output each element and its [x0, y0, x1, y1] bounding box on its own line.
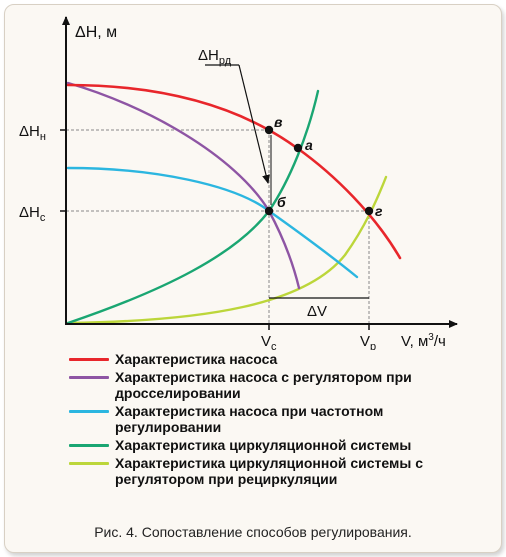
legend-label: Характеристика насоса при частотном регу…	[115, 403, 384, 435]
throttle-curve	[66, 81, 301, 290]
diagram-plot: ΔH, м V, м3/ч ΔHн ΔHс Vс Vр ΔHрд ΔV в а …	[19, 16, 458, 350]
tick-marks	[60, 129, 370, 330]
point-g-dot	[364, 206, 374, 216]
legend-label: Характеристика циркуляционной системы	[115, 437, 412, 453]
legend-item-recirc: Характеристика циркуляционной системы с …	[69, 455, 489, 487]
legend-item-frequency: Характеристика насоса при частотном регу…	[69, 403, 489, 435]
tick-label-dhc: ΔHс	[19, 204, 46, 224]
point-g-label: г	[375, 203, 383, 219]
legend-swatch	[69, 358, 109, 361]
tick-label-vp: Vр	[360, 333, 376, 350]
point-v-dot	[264, 125, 274, 135]
dhrd-arrow	[238, 64, 270, 184]
figure-caption: Рис. 4. Сопоставление способов регулиров…	[94, 524, 412, 540]
dv-label: ΔV	[307, 303, 327, 320]
point-a-dot	[293, 143, 303, 153]
point-a-label: а	[305, 137, 313, 153]
y-axis-label: ΔH, м	[75, 24, 117, 41]
frequency-curve	[66, 166, 359, 279]
x-axis-label: V, м3/ч	[401, 332, 446, 350]
legend-label: Характеристика насоса	[115, 351, 278, 367]
point-b-dot	[264, 206, 274, 216]
tick-label-dhn: ΔHн	[19, 123, 46, 143]
legend-swatch	[69, 462, 109, 465]
legend-swatch	[69, 444, 109, 447]
legend-label: Характеристика насоса с регулятором при …	[115, 369, 412, 401]
tick-label-vc: Vс	[261, 333, 277, 350]
point-b-label: б	[277, 194, 286, 210]
legend-item-pump: Характеристика насоса	[69, 351, 489, 367]
legend-label: Характеристика циркуляционной системы с …	[115, 455, 423, 487]
system-curve	[66, 89, 320, 325]
legend: Характеристика насоса Характеристика нас…	[69, 351, 489, 489]
figure-frame: ΔH, м V, м3/ч ΔHн ΔHс Vс Vр ΔHрд ΔV в а …	[4, 4, 502, 553]
legend-swatch	[69, 410, 109, 413]
dhrd-label: ΔHрд	[198, 47, 232, 67]
legend-item-throttle: Характеристика насоса с регулятором при …	[69, 369, 489, 401]
point-v-label: в	[274, 114, 283, 130]
intersection-points	[264, 125, 374, 216]
legend-swatch	[69, 376, 109, 379]
legend-item-system: Характеристика циркуляционной системы	[69, 437, 489, 453]
guide-lines	[66, 129, 370, 323]
